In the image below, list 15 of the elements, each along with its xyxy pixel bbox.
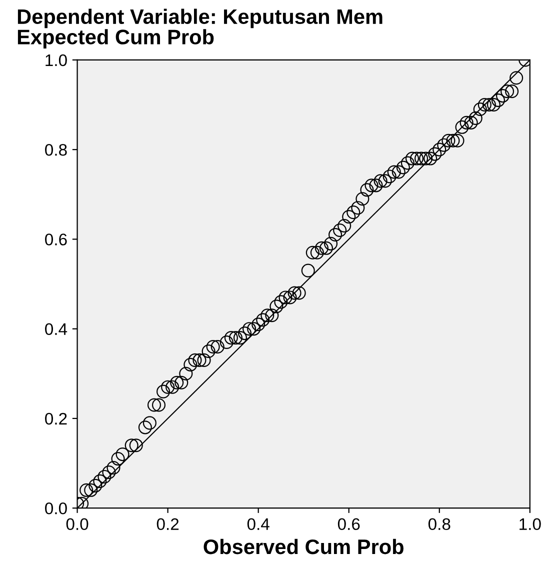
x-axis-title: Observed Cum Prob xyxy=(204,538,404,554)
y-tick-label: 0.0 xyxy=(45,502,67,514)
x-tick-label: 0.0 xyxy=(66,518,88,530)
x-tick-label: 0.2 xyxy=(156,518,179,530)
y-tick-label: 0.8 xyxy=(45,144,67,156)
y-tick-label: 0.2 xyxy=(45,412,67,425)
y-tick-label: 1.0 xyxy=(46,54,67,66)
x-tick-label: 0.6 xyxy=(338,518,360,530)
y-tick-label: 0.4 xyxy=(45,323,68,336)
x-tick-label: 0.4 xyxy=(247,518,270,530)
x-tick-label: 1.0 xyxy=(520,518,541,530)
y-tick-label: 0.6 xyxy=(45,234,67,246)
chart-title: Dependent Variable: Keputusan Mem xyxy=(18,8,382,28)
y-axis-title: Expected Cum Prob xyxy=(18,29,214,49)
x-tick-label: 0.8 xyxy=(428,518,450,530)
